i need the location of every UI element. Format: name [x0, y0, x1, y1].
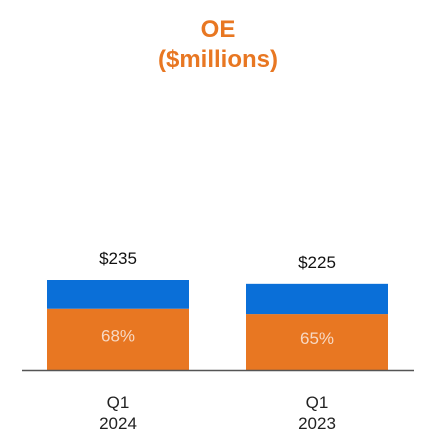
chart-title: OE: [200, 16, 236, 43]
category-label-line2-1: 2023: [298, 414, 336, 433]
bar-segment-orange-1: [246, 314, 388, 370]
total-label-0: $235: [99, 249, 137, 268]
pct-label-0: 68%: [101, 326, 135, 345]
category-label-line2-0: 2024: [99, 414, 137, 433]
chart-subtitle: ($millions): [157, 46, 278, 73]
category-label-line1-1: Q1: [306, 393, 329, 412]
bar-segment-blue-1: [246, 283, 388, 315]
pct-label-1: 65%: [300, 329, 334, 348]
total-label-1: $225: [298, 253, 336, 272]
bar-segment-orange-0: [47, 308, 189, 370]
bar-segment-blue-0: [47, 280, 189, 309]
category-label-line1-0: Q1: [107, 393, 130, 412]
